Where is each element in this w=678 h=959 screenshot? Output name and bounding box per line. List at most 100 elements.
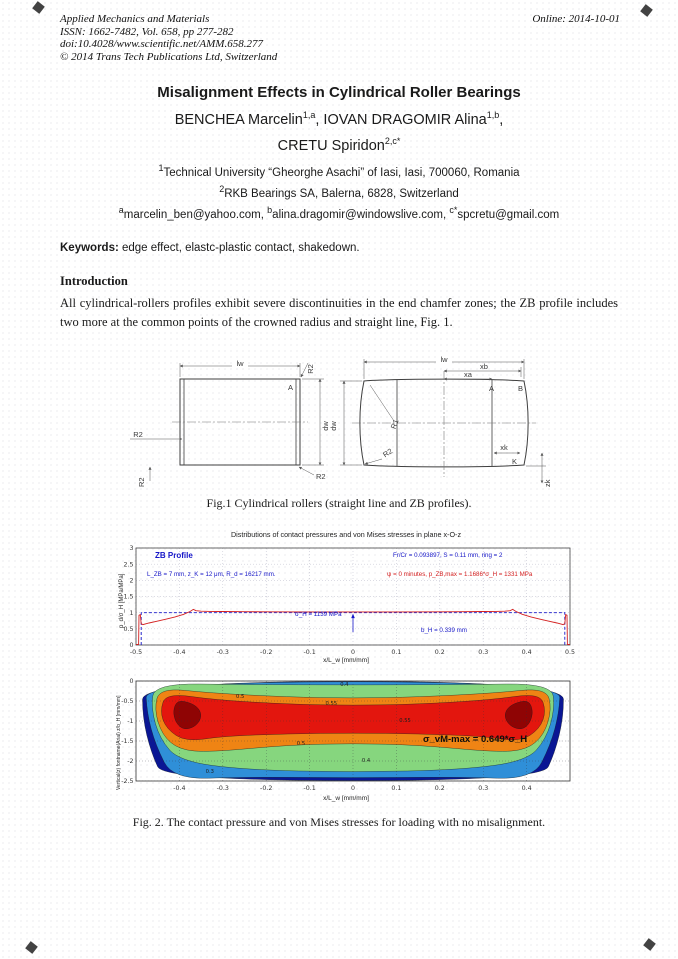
author-separator: ,: [315, 111, 324, 128]
svg-text:0.4: 0.4: [340, 682, 349, 688]
email-sup: b: [267, 205, 273, 215]
emails-line: amarcelin_ben@yahoo.com, balina.dragomir…: [0, 205, 678, 221]
point-label-a: A: [288, 383, 293, 392]
svg-text:0.3: 0.3: [478, 785, 488, 792]
svg-text:-0.2: -0.2: [260, 785, 272, 792]
svg-text:0.2: 0.2: [435, 649, 445, 656]
y-axis-label: Vertical(z) fontname(Arial) z/b_H [mm/mm…: [116, 695, 122, 790]
y-axis-label: p_d/σ_H [MPa/MPa]: [119, 573, 125, 628]
svg-text:-2: -2: [127, 758, 133, 765]
author-separator: ,: [499, 111, 504, 128]
dim-label-dw: dw: [321, 421, 330, 431]
annotation-von-mises-max: σ_vM-max = 0.649*σ_H: [423, 734, 528, 745]
point-label-b: B: [518, 384, 523, 393]
svg-text:1.5: 1.5: [123, 594, 133, 601]
annotation-b-h: b_H = 0.339 mm: [421, 627, 467, 634]
point-label-a: A: [489, 384, 494, 393]
svg-text:-0.3: -0.3: [217, 785, 229, 792]
page-title: Misalignment Effects in Cylindrical Roll…: [157, 84, 521, 101]
pressure-chart: -0.5 -0.4 -0.3 -0.2 -0.1 0 0.1 0.2 0.3 0.4 0.5 0 0.5…: [115, 525, 577, 668]
author-sup: 2,c*: [384, 136, 401, 146]
fig1-drawing: lw R2 A dw R2 R2 R2 lw: [130, 355, 552, 487]
svg-text:0.4: 0.4: [362, 758, 371, 764]
dim-label-r2: R2: [381, 447, 394, 460]
dim-label-r1: R1: [389, 418, 401, 430]
svg-text:2.5: 2.5: [123, 561, 133, 568]
svg-text:0.3: 0.3: [478, 649, 488, 656]
svg-text:-1: -1: [127, 718, 133, 725]
dim-label-r2: R2: [137, 477, 146, 487]
svg-text:-0.4: -0.4: [173, 785, 185, 792]
journal-header: Applied Mechanics and Materials ISSN: 16…: [60, 13, 277, 63]
svg-text:0: 0: [351, 785, 355, 792]
keywords-text: edge effect, elastc-plastic contact, sha…: [118, 242, 360, 254]
affiliation-text: RKB Bearings SA, Balerna, 6828, Switzerl…: [224, 187, 459, 200]
corner-mark-top-right: [640, 4, 653, 17]
svg-text:-0.1: -0.1: [303, 649, 315, 656]
svg-text:0.5: 0.5: [123, 626, 133, 633]
chart-title: Distributions of contact pressures and v…: [230, 530, 462, 539]
svg-text:0.4: 0.4: [522, 649, 532, 656]
label-backing: [232, 359, 248, 368]
authors-line-2: CRETU Spiridon2,c*: [0, 136, 678, 154]
keywords-label: Keywords:: [60, 242, 119, 254]
point-label-k: K: [512, 457, 517, 466]
email-sup: a: [118, 205, 124, 215]
svg-text:-0.4: -0.4: [173, 649, 185, 656]
dim-label-dw: dw: [329, 421, 338, 431]
svg-text:-0.5: -0.5: [130, 649, 142, 656]
author-name: BENCHEA Marcelin: [174, 111, 303, 128]
svg-text:0.5: 0.5: [565, 649, 575, 656]
svg-text:3: 3: [129, 545, 133, 552]
svg-text:0: 0: [129, 678, 133, 685]
svg-text:0: 0: [351, 649, 355, 656]
corner-mark-bottom-left: [25, 941, 38, 954]
label-backing: [436, 355, 452, 364]
svg-text:0.1: 0.1: [391, 785, 401, 792]
dim-label-r2: R2: [133, 430, 143, 439]
author-name: CRETU Spiridon: [277, 137, 385, 154]
contour-chart-svg: 0.4 0.5 0.55 0.55 0.5 0.4 0.3 -0.4 -0.3 -0.2 -0.1 0…: [121, 678, 571, 792]
journal-issn: ISSN: 1662-7482, Vol. 658, pp 277-282: [60, 25, 234, 38]
fig1-zb-roller: [352, 371, 536, 477]
dim-label-xk: xk: [500, 443, 508, 452]
email-address: spcretu@gmail.com: [457, 208, 560, 221]
x-axis-label: x/L_w [mm/mm]: [323, 657, 369, 664]
svg-text:2: 2: [129, 578, 133, 585]
section-heading-introduction: Introduction: [60, 274, 128, 288]
affiliation-2: 2RKB Bearings SA, Balerna, 6828, Switzer…: [0, 184, 678, 200]
dim-label-xb: xb: [480, 362, 488, 371]
x-axis-label: x/L_w [mm/mm]: [323, 795, 369, 802]
note-max-pressure: ψ = 0 minutes, p_ZB,max = 1.1686*σ_H = 1…: [387, 571, 533, 578]
svg-text:1: 1: [129, 610, 133, 617]
fig2-caption: Fig. 2. The contact pressure and von Mis…: [132, 815, 546, 829]
keywords-line: Keywords: edge effect, elastc-plastic co…: [60, 242, 360, 254]
journal-doi: doi:10.4028/www.scientific.net/AMM.658.2…: [60, 38, 263, 50]
svg-text:0.3: 0.3: [206, 769, 214, 775]
annotation-sigma-h: σ_H = 1139 MPa: [295, 611, 342, 618]
svg-text:0.5: 0.5: [236, 694, 244, 700]
dim-label-lw: lw: [236, 359, 244, 368]
authors-line-1: BENCHEA Marcelin1,a, IOVAN DRAGOMIR Alin…: [0, 110, 678, 128]
svg-text:-0.2: -0.2: [260, 649, 272, 656]
author-sup: 1,a: [302, 110, 316, 120]
svg-text:0.5: 0.5: [297, 741, 305, 747]
dim-label-lw: lw: [440, 355, 448, 364]
svg-text:-0.5: -0.5: [121, 698, 133, 705]
note-geometry: L_ZB = 7 mm, z_K = 12 μm, R_d = 16217 mm…: [147, 571, 276, 578]
svg-text:-2.5: -2.5: [121, 778, 133, 785]
svg-text:0.55: 0.55: [399, 718, 411, 724]
svg-text:-0.1: -0.1: [303, 785, 315, 792]
affiliation-sup: 2: [219, 184, 225, 194]
fig1-caption: Fig.1 Cylindrical rollers (straight line…: [206, 496, 472, 510]
email-address: alina.dragomir@windowslive.com,: [272, 208, 450, 221]
email-sup: c*: [449, 205, 458, 215]
email-address: marcelin_ben@yahoo.com,: [123, 208, 268, 221]
svg-text:-0.3: -0.3: [217, 649, 229, 656]
von-mises-contour-chart: 0.4 0.5 0.55 0.55 0.5 0.4 0.3 -0.4 -0.3 -0.2 -0.1 0…: [115, 668, 577, 808]
journal-copyright: © 2014 Trans Tech Publications Ltd, Swit…: [60, 50, 278, 63]
note-load-case: Fr/Cr = 0.093897, S = 0.11 mm, ring = 2: [393, 552, 503, 559]
corner-mark-bottom-right: [643, 938, 656, 951]
dim-label-xa: xa: [464, 370, 473, 379]
